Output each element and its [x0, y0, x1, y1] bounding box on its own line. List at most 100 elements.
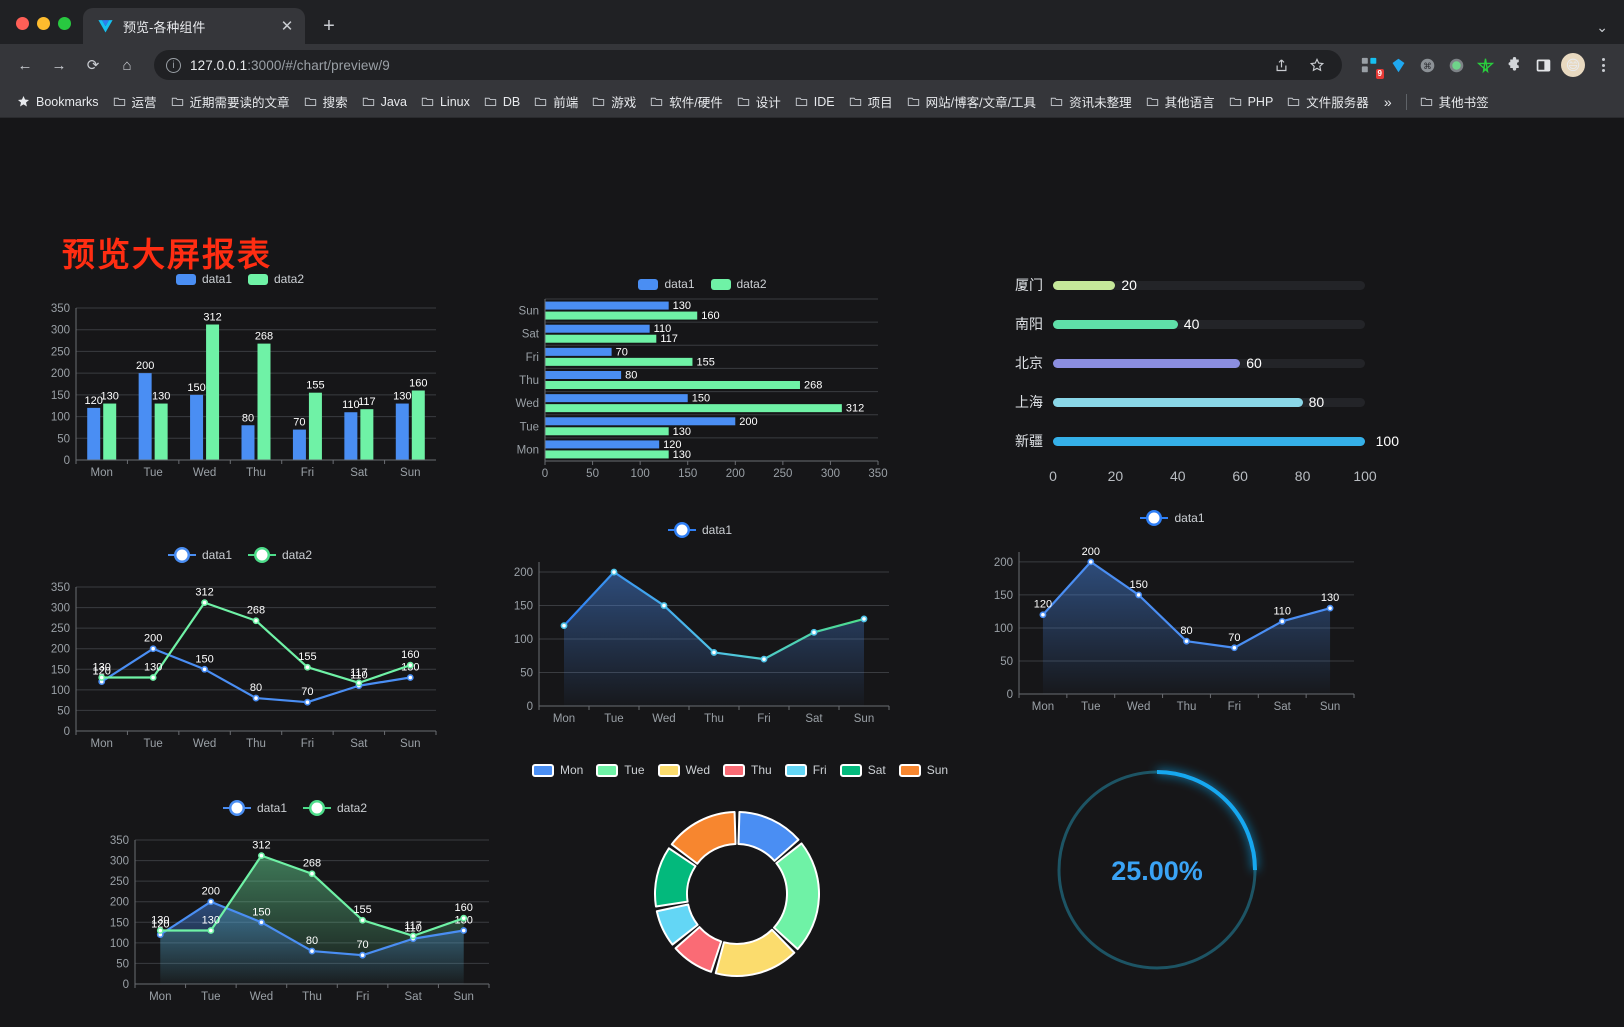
bookmark-folder[interactable]: Java [355, 91, 414, 113]
legend-item-data1[interactable]: data1 [175, 272, 232, 286]
puzzle-icon[interactable] [1503, 54, 1525, 76]
bookmark-folder-label: Java [380, 94, 407, 109]
progress-bar-label: 厦门 [1015, 277, 1043, 293]
bookmark-folder-label: IDE [813, 94, 835, 109]
svg-text:50: 50 [57, 705, 70, 717]
diamond-icon[interactable] [1387, 54, 1409, 76]
legend-item-data1[interactable]: data1 [1140, 511, 1205, 525]
bookmark-folder[interactable]: 项目 [842, 88, 900, 115]
extensions-area: 9 ⌘ 😄 [1354, 53, 1614, 79]
home-button[interactable]: ⌂ [122, 56, 132, 74]
green-circle-icon[interactable] [1445, 54, 1467, 76]
other-bookmarks-folder[interactable]: 其他书签 [1413, 88, 1496, 115]
legend-item-thu[interactable]: Thu [723, 763, 772, 777]
svg-text:200: 200 [739, 416, 757, 428]
svg-text:0: 0 [64, 455, 70, 467]
legend-item-fri[interactable]: Fri [784, 763, 827, 777]
donut-segment-thu[interactable] [674, 926, 723, 973]
legend-label-data1: data1 [664, 277, 695, 291]
svg-text:155: 155 [353, 904, 371, 916]
url-host: 127.0.0.1 [190, 57, 248, 73]
progress-bar-track: 60 [1053, 355, 1365, 371]
bookmark-folder-label: 项目 [867, 96, 893, 110]
legend-item-data1[interactable]: data1 [638, 277, 695, 291]
bookmark-folder[interactable]: 文件服务器 [1280, 88, 1376, 115]
side-panel-icon[interactable] [1532, 54, 1554, 76]
bookmark-folder[interactable]: 搜索 [297, 88, 355, 115]
bookmark-folder[interactable]: 其他语言 [1139, 88, 1222, 115]
bookmark-folder[interactable]: 设计 [730, 88, 788, 115]
donut-segment-wed[interactable] [714, 928, 796, 977]
reload-button[interactable]: ⟳ [86, 57, 100, 74]
extensions-grid-icon[interactable]: 9 [1358, 54, 1384, 79]
bookmark-folder[interactable]: 网站/博客/文章/工具 [900, 88, 1043, 115]
browser-tab[interactable]: 预览-各种组件 ✕ [83, 8, 305, 44]
horizontal-bar-chart: data1 data2 0 50 100 150 200 250 300 350 Sun 130 1… [505, 273, 900, 488]
share-icon[interactable] [1266, 50, 1296, 80]
bookmark-folder[interactable]: 软件/硬件 [643, 88, 729, 115]
legend-item-tue[interactable]: Tue [596, 763, 645, 777]
svg-text:Thu: Thu [302, 991, 322, 1003]
svg-text:160: 160 [409, 378, 427, 390]
donut-segment-sat[interactable] [654, 847, 697, 908]
forward-button[interactable]: → [51, 56, 67, 74]
star-outline-green-icon[interactable] [1474, 54, 1496, 76]
legend-item-data2[interactable]: data2 [710, 277, 767, 291]
close-window-button[interactable] [16, 17, 29, 30]
bookmark-folder[interactable]: 近期需要读的文章 [164, 88, 297, 115]
legend-item-data1[interactable]: data1 [167, 548, 232, 562]
close-tab-button[interactable]: ✕ [280, 18, 294, 35]
minimize-window-button[interactable] [37, 17, 50, 30]
bookmarks-manager-button[interactable]: Bookmarks [10, 91, 106, 113]
vue-logo-icon [97, 18, 114, 35]
window-controls[interactable] [10, 17, 83, 44]
bookmark-folder[interactable]: DB [477, 91, 527, 113]
legend-item-mon[interactable]: Mon [531, 763, 584, 777]
svg-text:Wed: Wed [1127, 701, 1150, 713]
legend-label-mon: Mon [559, 763, 584, 777]
svg-text:200: 200 [1082, 546, 1100, 558]
progress-bar-value: 20 [1121, 277, 1137, 293]
legend-item-data2[interactable]: data2 [248, 548, 312, 562]
legend-item-sun[interactable]: Sun [898, 763, 948, 777]
bookmark-folder[interactable]: 游戏 [585, 88, 643, 115]
svg-text:50: 50 [116, 958, 129, 970]
chevron-down-icon[interactable]: ⌄ [1596, 19, 1608, 35]
bookmark-folder[interactable]: 前端 [527, 88, 585, 115]
legend-item-data1[interactable]: data1 [667, 523, 732, 537]
dual-line-chart-plot: 0 50 100 150 200 250 300 350 Mon Tue Wed Thu Fri Sat S… [51, 582, 437, 750]
donut-segment-sun[interactable] [670, 811, 737, 865]
area-line-chart-plot: 0 50 100 150 200 Mon Tue Wed Thu Fri Sat Sun 120 200 1… [994, 546, 1355, 713]
back-button[interactable]: ← [17, 56, 33, 74]
site-info-icon[interactable]: i [166, 57, 181, 73]
bookmark-folder[interactable]: Linux [414, 91, 477, 113]
svg-text:200: 200 [726, 468, 745, 480]
new-tab-button[interactable]: + [323, 14, 335, 37]
kebab-menu-icon[interactable] [1592, 58, 1614, 72]
bookmarks-overflow-button[interactable]: » [1383, 93, 1392, 110]
donut-segment-tue[interactable] [773, 842, 820, 951]
bookmark-folder[interactable]: PHP [1222, 91, 1281, 113]
profile-avatar[interactable]: 😄 [1561, 53, 1585, 77]
svg-text:Tue: Tue [143, 738, 162, 750]
svg-text:300: 300 [51, 325, 70, 337]
donut-segment-fri[interactable] [655, 903, 699, 946]
maximize-window-button[interactable] [58, 17, 71, 30]
address-bar[interactable]: i 127.0.0.1:3000/#/chart/preview/9 [154, 50, 1342, 80]
legend-item-data1[interactable]: data1 [222, 801, 287, 815]
svg-text:80: 80 [625, 370, 637, 382]
donut-segment-mon[interactable] [737, 811, 800, 862]
svg-text:250: 250 [51, 623, 70, 635]
vertical-bar-chart-plot: 050100150200250300350Mon120130Tue200130W… [51, 303, 436, 479]
bookmark-folder[interactable]: 资讯未整理 [1043, 88, 1139, 115]
legend-item-data2[interactable]: data2 [248, 272, 304, 286]
command-icon[interactable]: ⌘ [1416, 54, 1438, 76]
stacked-area-chart-plot: 0 50 100 150 200 250 300 350 Mon Tue Wed Thu Fri Sat S… [110, 835, 490, 1003]
legend-item-data2[interactable]: data2 [303, 801, 367, 815]
legend-item-wed[interactable]: Wed [657, 763, 710, 777]
bookmark-star-icon[interactable] [1302, 50, 1332, 80]
bookmark-folder[interactable]: IDE [788, 91, 842, 113]
legend-item-sat[interactable]: Sat [839, 763, 886, 777]
svg-text:130: 130 [673, 300, 691, 312]
bookmark-folder[interactable]: 运营 [106, 88, 164, 115]
